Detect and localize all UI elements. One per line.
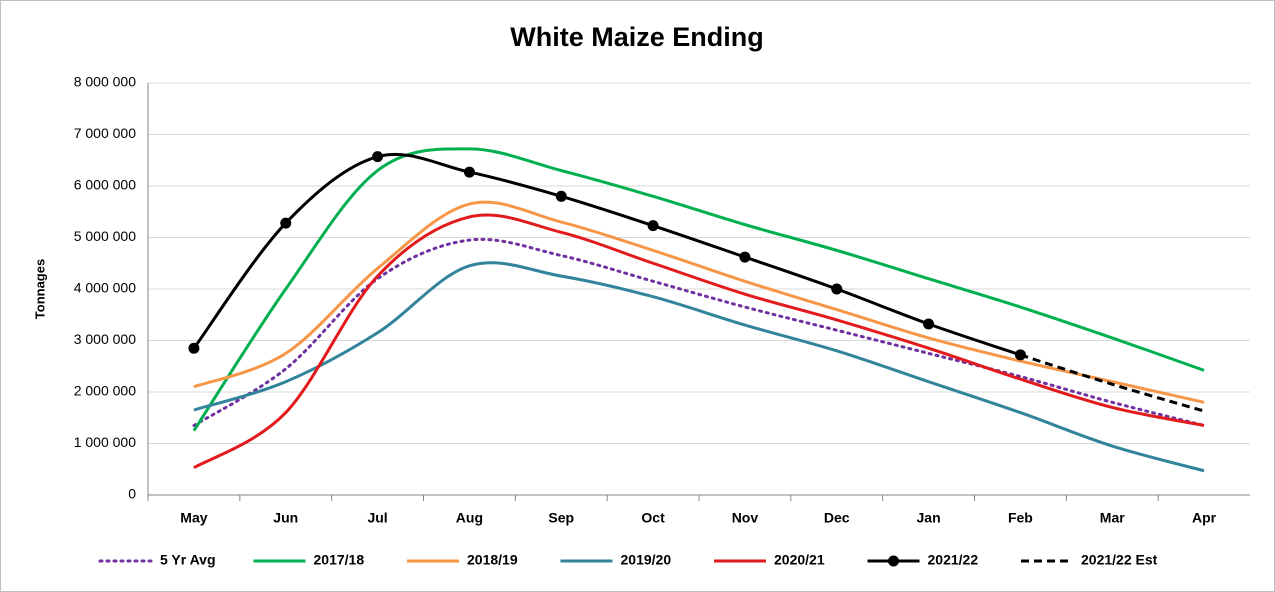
series-line bbox=[192, 147, 1205, 432]
y-tick-label: 2 000 000 bbox=[74, 383, 136, 399]
y-axis-label: Tonnages bbox=[32, 259, 47, 319]
point bbox=[188, 342, 200, 354]
point bbox=[463, 166, 475, 178]
series-line bbox=[193, 200, 1205, 404]
y-tick-label: 7 000 000 bbox=[74, 125, 136, 141]
x-tick-label: Jul bbox=[367, 510, 387, 526]
x-tick-label: Dec bbox=[824, 510, 850, 526]
y-tick-label: 1 000 000 bbox=[74, 434, 136, 450]
y-tick-label: 6 000 000 bbox=[74, 177, 136, 193]
x-tick-label: May bbox=[180, 510, 207, 526]
y-tick-label: 8 000 000 bbox=[74, 74, 136, 90]
series-line bbox=[193, 261, 1205, 473]
x-tick-label: Nov bbox=[732, 510, 759, 526]
y-tick-label: 0 bbox=[128, 486, 136, 502]
point bbox=[831, 283, 843, 295]
point bbox=[739, 251, 751, 263]
point bbox=[923, 318, 935, 330]
x-tick-label: Feb bbox=[1008, 510, 1033, 526]
legend-label: 2021/22 bbox=[928, 552, 979, 568]
series-line bbox=[192, 152, 1021, 357]
legend-label: 2018/19 bbox=[467, 552, 518, 568]
chart-title: White Maize Ending bbox=[510, 22, 764, 52]
point bbox=[647, 220, 659, 232]
legend-marker bbox=[888, 555, 899, 567]
point bbox=[555, 190, 567, 202]
point bbox=[372, 151, 384, 163]
legend-label: 5 Yr Avg bbox=[160, 552, 216, 568]
x-tick-label: Aug bbox=[456, 510, 483, 526]
point bbox=[280, 217, 292, 229]
x-tick-label: Apr bbox=[1192, 510, 1217, 526]
y-tick-label: 5 000 000 bbox=[74, 228, 136, 244]
x-tick-label: Sep bbox=[548, 510, 574, 526]
series-line bbox=[192, 237, 1206, 427]
y-tick-label: 4 000 000 bbox=[74, 280, 136, 296]
x-tick-label: Jun bbox=[273, 510, 298, 526]
x-tick-label: Jan bbox=[917, 510, 941, 526]
y-tick-label: 3 000 000 bbox=[74, 331, 136, 347]
x-tick-label: Mar bbox=[1100, 510, 1125, 526]
legend-label: 2017/18 bbox=[314, 552, 365, 568]
legend-label: 2021/22 Est bbox=[1081, 552, 1158, 568]
series-line bbox=[193, 213, 1205, 469]
x-tick-label: Oct bbox=[641, 510, 665, 526]
series-line bbox=[1019, 353, 1205, 413]
legend-label: 2019/20 bbox=[621, 552, 672, 568]
legend-label: 2020/21 bbox=[774, 552, 825, 568]
